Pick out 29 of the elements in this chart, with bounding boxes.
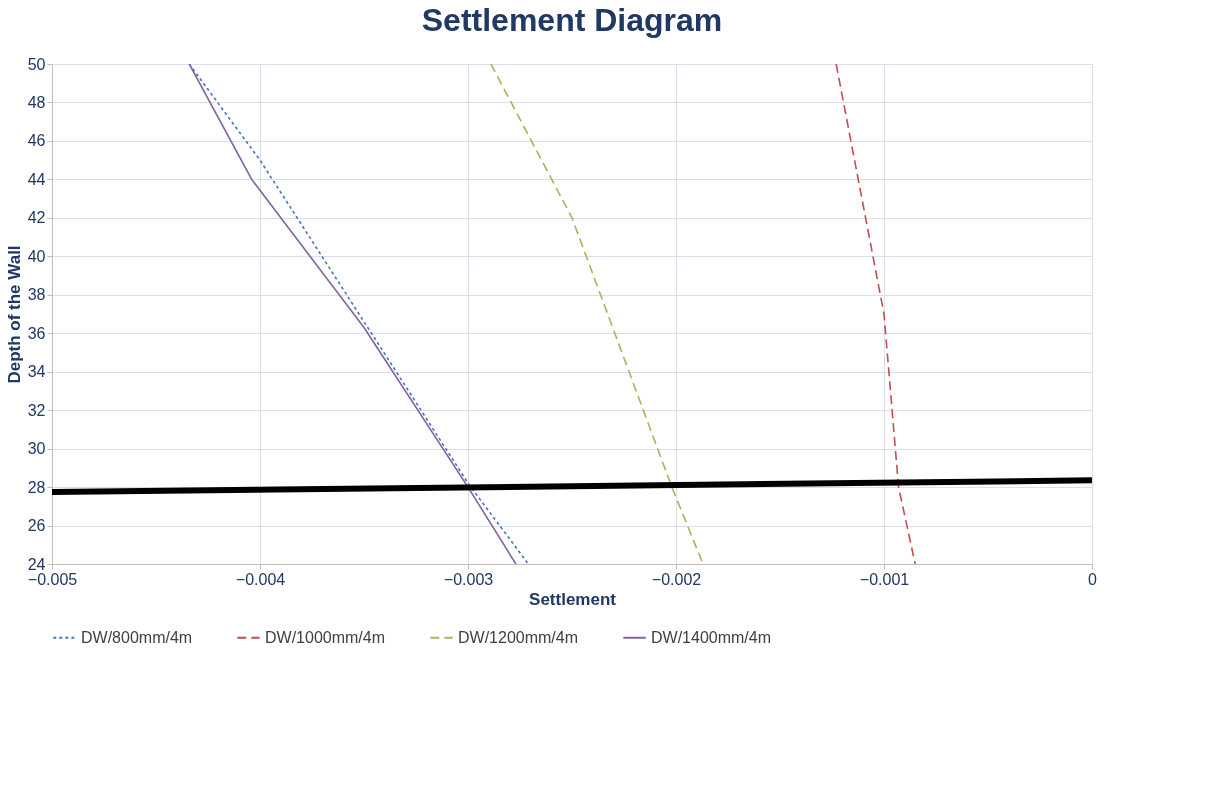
y-tick-label: 24 <box>27 555 46 573</box>
y-tick-label: 50 <box>27 55 46 73</box>
y-tick-label: 36 <box>27 324 46 342</box>
y-tick-label: 48 <box>27 93 46 111</box>
y-tick-label: 28 <box>27 478 46 496</box>
x-tick-label: −0.004 <box>235 570 286 588</box>
y-tick-label: 42 <box>27 209 46 227</box>
y-tick-label: 34 <box>27 363 46 381</box>
y-tick-label: 40 <box>27 247 46 265</box>
legend-label: DW/1400mm/4m <box>651 628 772 646</box>
x-tick-label: −0.005 <box>27 570 78 588</box>
y-tick-label: 26 <box>27 517 46 535</box>
legend-label: DW/800mm/4m <box>81 628 193 646</box>
y-axis-title: Depth of the Wall <box>4 245 24 384</box>
x-tick-label: 0 <box>1088 570 1098 588</box>
line-series <box>835 64 916 564</box>
x-tick-label: −0.002 <box>651 570 702 588</box>
x-axis-title: Settlement <box>529 589 617 609</box>
legend-label: DW/1200mm/4m <box>458 628 579 646</box>
y-tick-label: 30 <box>27 440 46 458</box>
chart-title: Settlement Diagram <box>421 2 723 38</box>
y-tick-label: 38 <box>27 286 46 304</box>
legend-label: DW/1000mm/4m <box>265 628 386 646</box>
y-tick-label: 32 <box>27 401 46 419</box>
x-tick-label: −0.001 <box>859 570 910 588</box>
y-tick-label: 46 <box>27 132 46 150</box>
line-series <box>490 64 704 564</box>
x-tick-label: −0.003 <box>443 570 494 588</box>
y-tick-label: 44 <box>27 170 46 188</box>
